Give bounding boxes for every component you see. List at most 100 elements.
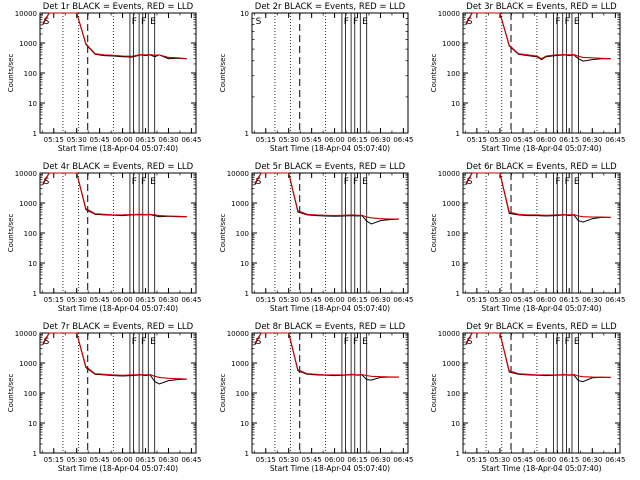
plot-frame [462, 12, 621, 134]
event-marker-label: S [467, 337, 473, 347]
x-tick-label: 05:45 [513, 456, 533, 464]
event-marker-label: E [150, 177, 156, 187]
y-tick-label: 10000 [15, 10, 37, 18]
x-tick-label: 06:45 [181, 456, 201, 464]
panel-title: Det 4r BLACK = Events, RED = LLD [43, 162, 194, 172]
x-tick-label: 05:15 [467, 136, 487, 144]
x-tick-label: 06:45 [605, 136, 625, 144]
x-tick-label: 05:30 [490, 456, 510, 464]
event-marker-label: E [574, 17, 580, 27]
x-tick-label: 06:00 [536, 136, 556, 144]
y-axis-label: Counts/sec [430, 374, 438, 413]
event-marker-label: S [256, 17, 262, 27]
y-tick-label: 1000 [231, 200, 249, 208]
x-tick-label: 05:30 [279, 456, 299, 464]
y-tick-label: 1000 [442, 200, 460, 208]
x-tick-label: 06:15 [135, 136, 155, 144]
lld-series-line [254, 172, 399, 220]
y-tick-label: 1000 [19, 40, 37, 48]
y-tick-label: 10000 [15, 170, 37, 178]
event-marker-label: F [141, 17, 146, 27]
x-tick-label: 06:30 [158, 296, 178, 304]
lld-series-line [465, 332, 611, 378]
y-tick-label: 10000 [227, 170, 249, 178]
x-tick-label: 05:30 [490, 136, 510, 144]
y-tick-label: 1 [33, 450, 37, 458]
x-tick-label: 06:30 [582, 456, 602, 464]
events-series-line [465, 332, 611, 383]
y-tick-label: 1 [456, 290, 460, 298]
y-axis-label: Counts/sec [219, 214, 227, 253]
x-tick-label: 06:00 [536, 296, 556, 304]
x-tick-label: 06:30 [158, 136, 178, 144]
x-axis-label: Start Time (18-Apr-04 05:07:40) [481, 304, 601, 313]
event-marker-label: S [467, 177, 473, 187]
x-tick-label: 06:45 [181, 296, 201, 304]
y-tick-label: 10 [240, 420, 249, 428]
y-axis-label: Counts/sec [7, 214, 15, 253]
plot-frame [39, 12, 197, 134]
y-tick-label: 10000 [15, 330, 37, 338]
x-tick-label: 05:45 [513, 296, 533, 304]
event-marker-label: S [256, 177, 262, 187]
x-tick-label: 06:15 [347, 136, 367, 144]
x-tick-label: 05:45 [513, 136, 533, 144]
event-marker-label: F [565, 177, 570, 187]
x-axis-label: Start Time (18-Apr-04 05:07:40) [481, 144, 601, 153]
event-marker-label: E [150, 337, 156, 347]
y-tick-label: 10000 [438, 330, 460, 338]
det-panel-9: Det 9r BLACK = Events, RED = LLD Counts/s… [430, 322, 625, 473]
panel-title: Det 5r BLACK = Events, RED = LLD [255, 162, 406, 172]
y-tick-label: 1 [33, 130, 37, 138]
y-tick-label: 10 [451, 100, 460, 108]
events-series-line [42, 12, 187, 60]
panel-title: Det 3r BLACK = Events, RED = LLD [466, 2, 617, 12]
event-marker-label: F [565, 17, 570, 27]
x-tick-label: 05:45 [90, 456, 110, 464]
events-series-line [42, 172, 187, 218]
plot-frame [462, 332, 621, 454]
y-tick-label: 100 [236, 390, 249, 398]
y-tick-label: 10 [28, 420, 37, 428]
y-tick-label: 1 [456, 450, 460, 458]
x-tick-label: 06:15 [347, 296, 367, 304]
lld-series-line [42, 12, 187, 60]
event-marker-label: E [574, 177, 580, 187]
x-tick-label: 06:00 [324, 136, 344, 144]
event-marker-label: F [344, 17, 349, 27]
event-marker-label: E [362, 17, 368, 27]
event-marker-label: S [467, 17, 473, 27]
y-tick-label: 1 [245, 450, 249, 458]
x-tick-label: 06:45 [605, 456, 625, 464]
x-tick-label: 05:15 [256, 456, 276, 464]
x-tick-label: 05:30 [67, 296, 87, 304]
x-tick-label: 06:00 [536, 456, 556, 464]
y-tick-label: 10000 [227, 330, 249, 338]
x-tick-label: 05:30 [279, 296, 299, 304]
y-tick-label: 1000 [19, 360, 37, 368]
y-tick-label: 100 [447, 230, 460, 238]
event-marker-label: S [44, 337, 50, 347]
y-tick-label: 1 [33, 290, 37, 298]
y-tick-label: 10 [28, 260, 37, 268]
event-marker-label: E [574, 337, 580, 347]
x-tick-label: 06:00 [324, 456, 344, 464]
x-tick-label: 05:15 [467, 296, 487, 304]
x-axis-label: Start Time (18-Apr-04 05:07:40) [270, 464, 390, 473]
det-panel-3: Det 3r BLACK = Events, RED = LLD Counts/s… [430, 2, 625, 153]
y-tick-label: 10 [451, 260, 460, 268]
panel-title: Det 2r BLACK = Events, RED = LLD [255, 2, 406, 12]
event-marker-label: F [555, 17, 560, 27]
panel-title: Det 7r BLACK = Events, RED = LLD [43, 322, 194, 332]
lld-series-line [42, 332, 187, 380]
y-tick-label: 1 [456, 130, 460, 138]
event-marker-label: F [132, 177, 137, 187]
x-tick-label: 05:15 [44, 136, 64, 144]
det-panel-5: Det 5r BLACK = Events, RED = LLD Counts/s… [219, 162, 414, 313]
event-marker-label: S [44, 177, 50, 187]
x-tick-label: 06:00 [324, 296, 344, 304]
x-axis-label: Start Time (18-Apr-04 05:07:40) [58, 304, 178, 313]
x-tick-label: 06:30 [370, 296, 390, 304]
x-tick-label: 06:15 [347, 456, 367, 464]
